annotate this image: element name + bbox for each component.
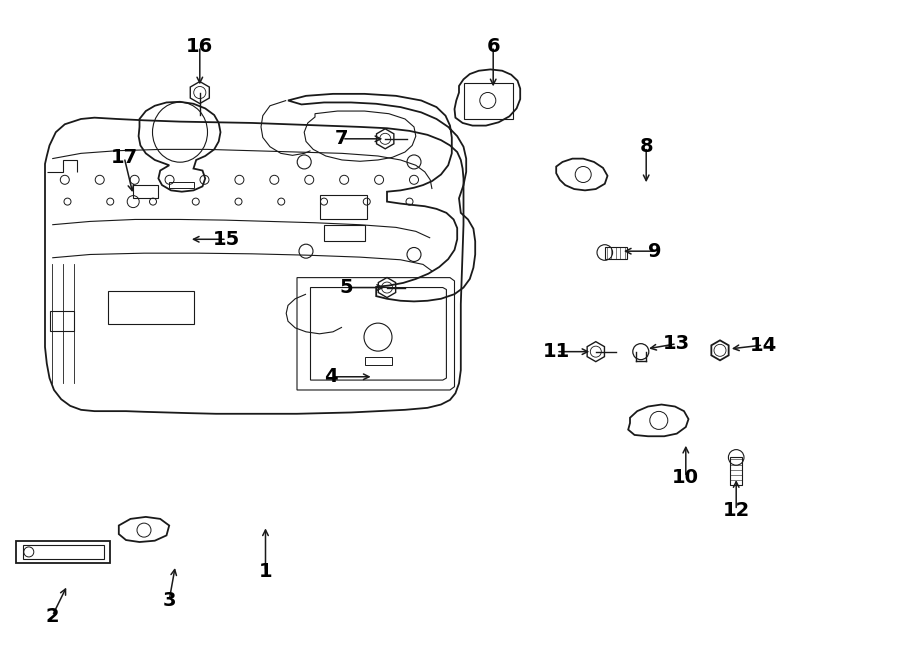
Text: 12: 12 xyxy=(723,501,750,520)
Text: 9: 9 xyxy=(648,242,662,260)
Text: 11: 11 xyxy=(543,342,570,361)
Text: 13: 13 xyxy=(663,334,690,353)
Text: 17: 17 xyxy=(111,148,138,167)
Text: 7: 7 xyxy=(335,130,349,148)
Text: 14: 14 xyxy=(750,336,777,354)
Text: 10: 10 xyxy=(672,468,699,486)
Text: 4: 4 xyxy=(324,368,338,386)
Text: 16: 16 xyxy=(186,37,213,56)
Text: 5: 5 xyxy=(339,278,354,297)
Bar xyxy=(605,247,626,258)
Text: 8: 8 xyxy=(639,137,653,156)
Text: 2: 2 xyxy=(45,607,59,625)
Bar xyxy=(730,457,742,485)
Text: 15: 15 xyxy=(213,230,240,249)
Text: 1: 1 xyxy=(258,563,273,581)
Text: 3: 3 xyxy=(162,591,176,609)
Text: 6: 6 xyxy=(486,37,500,56)
